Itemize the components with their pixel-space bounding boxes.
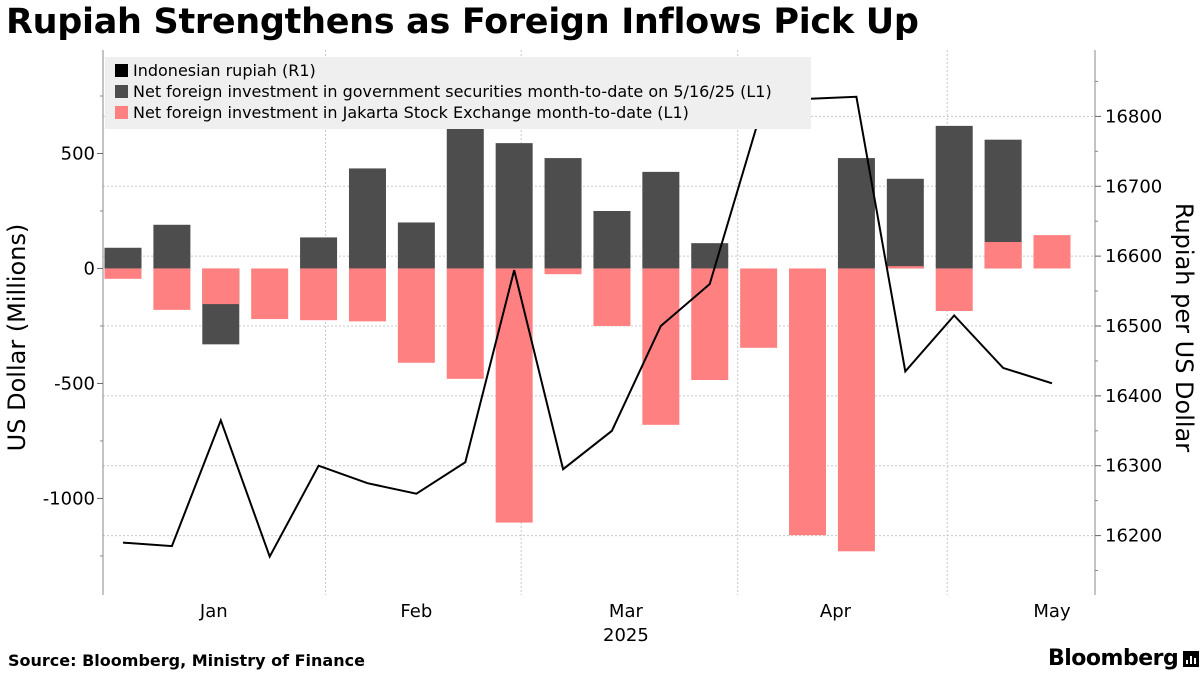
x-tick-label: Mar — [609, 601, 644, 622]
bar-stocks — [251, 268, 289, 320]
bar-stocks — [544, 268, 582, 275]
bar-stocks — [740, 268, 778, 348]
bar-stocks — [153, 268, 191, 310]
bar-securities — [300, 237, 338, 269]
bar-stocks — [348, 268, 386, 322]
left-axis-title: US Dollar (Millions) — [3, 224, 31, 452]
x-year-label: 2025 — [603, 625, 649, 646]
bar-stocks — [789, 268, 827, 536]
axis-labels: 500 0 -500 -1000 16800 16700 16600 16500 16400 16… — [3, 106, 1198, 646]
bar-securities — [837, 158, 875, 269]
legend-label-rupiah: Indonesian rupiah (R1) — [133, 60, 316, 80]
rupiah-line — [122, 95, 1053, 560]
bar-stocks — [202, 268, 240, 305]
source-note: Source: Bloomberg, Ministry of Finance — [8, 651, 365, 670]
left-tick-label: -500 — [54, 373, 95, 394]
legend: Indonesian rupiah (R1) Net foreign inves… — [105, 57, 811, 129]
left-tick-label: 0 — [84, 258, 95, 279]
bar-stocks — [397, 268, 435, 363]
bar-stocks — [495, 268, 533, 523]
right-tick-label: 16500 — [1105, 316, 1162, 337]
bars — [104, 89, 1071, 552]
bar-stocks — [691, 268, 729, 380]
legend-item-rupiah: Indonesian rupiah (R1) — [115, 60, 316, 80]
right-axis-title: Rupiah per US Dollar — [1170, 203, 1198, 452]
bar-stocks — [593, 268, 631, 326]
right-tick-label: 16200 — [1105, 526, 1162, 547]
bar-stocks — [1033, 235, 1071, 269]
rupiah-line-group — [122, 95, 1053, 560]
bar-securities — [544, 158, 582, 269]
axes — [97, 50, 1101, 595]
legend-item-securities: Net foreign investment in government sec… — [115, 81, 772, 101]
right-tick-label: 16600 — [1105, 246, 1162, 267]
bar-securities — [593, 210, 631, 269]
bar-stocks — [935, 268, 973, 312]
right-tick-label: 16300 — [1105, 456, 1162, 477]
legend-swatch-securities — [115, 84, 128, 98]
legend-label-stocks: Net foreign investment in Jakarta Stock … — [133, 102, 689, 122]
bar-securities — [935, 125, 973, 269]
left-tick-label: -1000 — [43, 488, 95, 509]
chart-title: Rupiah Strengthens as Foreign Inflows Pi… — [6, 2, 919, 42]
bar-stocks — [446, 268, 484, 379]
brand-wordmark: Bloomberg — [1048, 646, 1179, 671]
brand-logo: Bloomberg — [1048, 646, 1200, 671]
bar-stocks — [837, 268, 875, 552]
bar-securities — [886, 178, 924, 269]
bar-stocks — [984, 242, 1022, 269]
bar-securities — [397, 222, 435, 269]
legend-swatch-rupiah — [115, 63, 128, 77]
x-tick-label: Jan — [199, 601, 228, 622]
bar-stocks — [300, 268, 338, 321]
x-tick-label: May — [1033, 601, 1071, 622]
bar-stocks — [104, 268, 142, 279]
right-tick-label: 16800 — [1105, 106, 1162, 127]
bar-stocks — [886, 266, 924, 269]
bar-securities — [495, 143, 533, 269]
bar-securities — [642, 171, 680, 269]
x-tick-label: Feb — [400, 601, 432, 622]
legend-label-securities: Net foreign investment in government sec… — [133, 81, 772, 101]
left-tick-label: 500 — [61, 143, 95, 164]
terminal-icon — [1183, 650, 1200, 667]
bar-securities — [348, 168, 386, 269]
right-tick-label: 16400 — [1105, 386, 1162, 407]
legend-item-stocks: Net foreign investment in Jakarta Stock … — [115, 102, 689, 122]
bar-stocks — [642, 268, 680, 425]
legend-swatch-stocks — [115, 105, 128, 119]
x-tick-label: Apr — [820, 601, 852, 622]
bar-securities — [104, 247, 142, 269]
bar-securities — [153, 224, 191, 269]
bar-securities — [691, 243, 729, 269]
right-tick-label: 16700 — [1105, 176, 1162, 197]
